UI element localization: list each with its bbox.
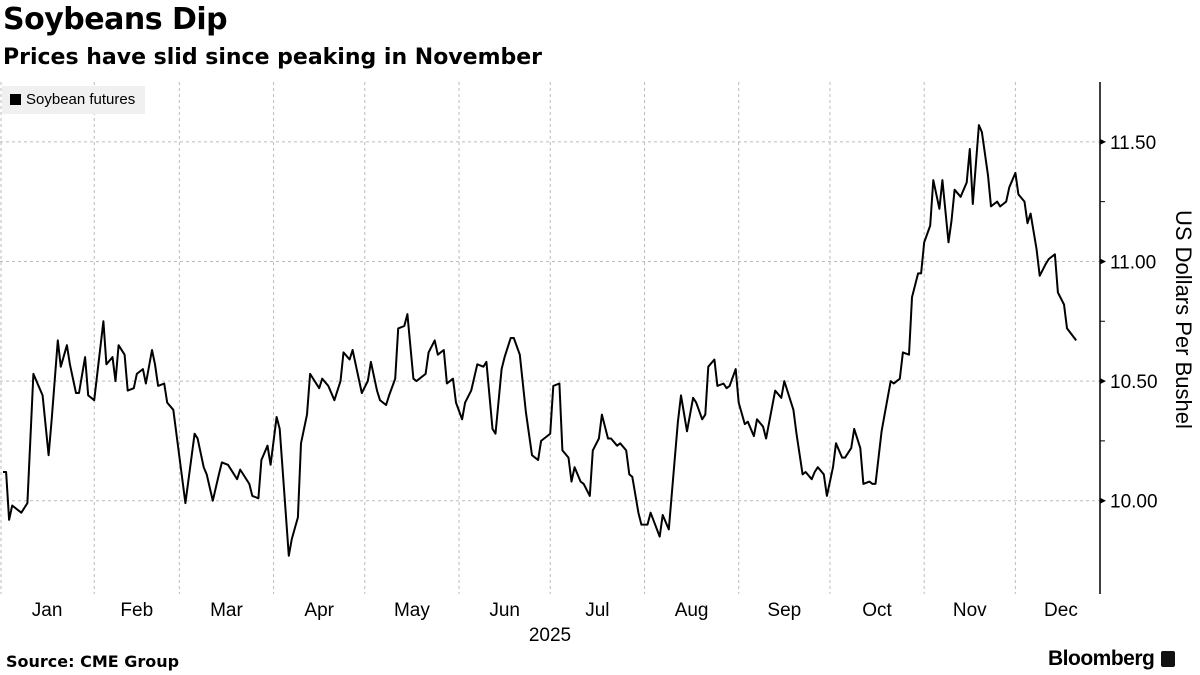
x-tick-label: Jul (585, 600, 609, 621)
x-tick-label: Oct (862, 600, 892, 621)
y-tick-mark (1100, 258, 1106, 265)
x-tick-label: May (394, 600, 430, 621)
y-tick-mark (1100, 497, 1106, 504)
y-tick-label: 11.50 (1110, 133, 1156, 154)
y-tick-label: 10.50 (1110, 372, 1158, 393)
y-axis-label: US Dollars Per Bushel (1171, 210, 1196, 429)
y-tick-label: 11.00 (1110, 252, 1156, 273)
source-note: Source: CME Group (6, 652, 180, 671)
chart-subtitle: Prices have slid since peaking in Novemb… (3, 45, 543, 70)
y-tick-label: 10.00 (1110, 492, 1158, 513)
x-tick-label: Nov (953, 600, 987, 621)
x-tick-label: Apr (304, 600, 334, 621)
x-axis: Jan Feb Mar Apr May Jun Jul Aug Sep Oct Nov Dec (32, 600, 1078, 621)
bloomberg-chart-icon (1161, 651, 1176, 667)
legend-swatch (10, 94, 21, 105)
x-tick-label: Aug (675, 600, 709, 621)
x-tick-label: Mar (210, 600, 243, 621)
series-line-soybean-futures (3, 124, 1077, 557)
x-tick-label: Jan (32, 600, 63, 621)
x-axis-year-label: 2025 (529, 625, 571, 646)
x-tick-label: Feb (120, 600, 153, 621)
y-tick-mark (1100, 138, 1106, 145)
legend: Soybean futures (2, 86, 146, 114)
x-tick-label: Jun (489, 600, 520, 621)
chart-title: Soybeans Dip (3, 2, 228, 37)
brand-logo: Bloomberg (1048, 647, 1176, 671)
x-tick-label: Sep (767, 600, 801, 621)
y-tick-mark (1100, 378, 1106, 385)
brand-name: Bloomberg (1048, 647, 1155, 670)
gridlines (0, 82, 1100, 594)
y-axis: 10.00 10.50 11.00 11.50 (1099, 82, 1158, 594)
x-tick-label: Dec (1044, 600, 1078, 621)
legend-label: Soybean futures (26, 91, 136, 108)
